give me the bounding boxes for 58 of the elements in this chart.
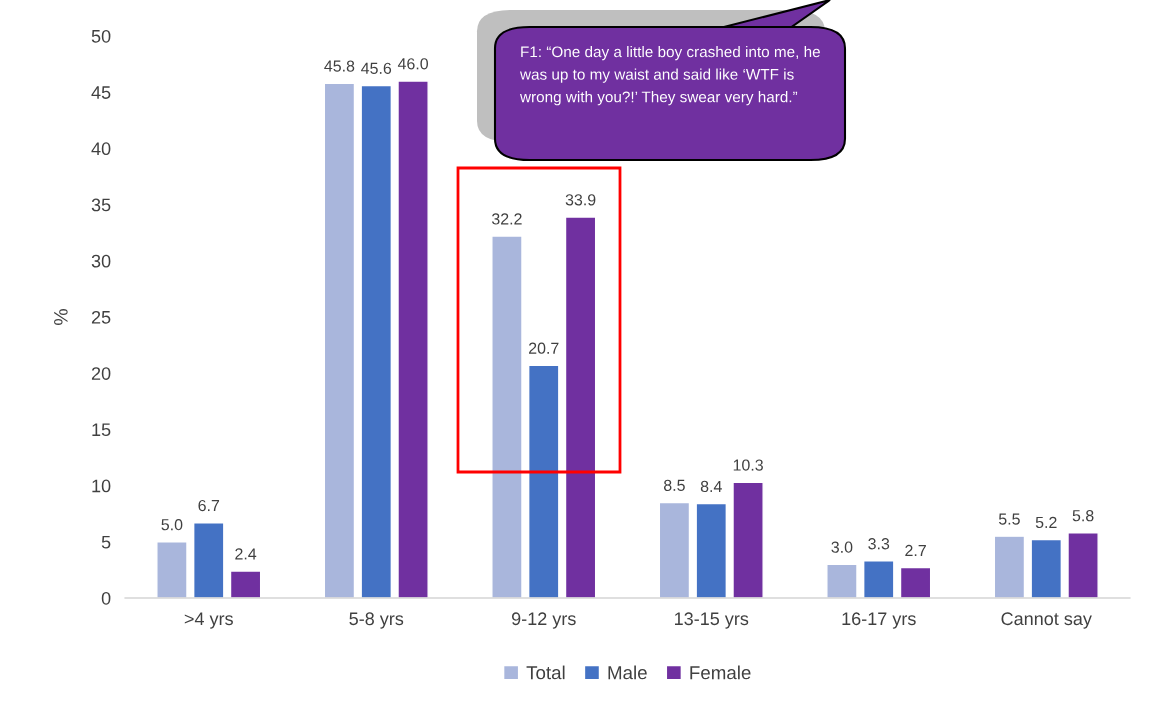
bar <box>491 235 523 598</box>
x-tick-label: 13-15 yrs <box>675 612 749 629</box>
data-label: 8.5 <box>663 479 685 491</box>
bar <box>1067 532 1099 598</box>
data-label: 32.2 <box>491 213 522 225</box>
legend-label: Female <box>690 665 751 680</box>
y-tick-label: 25 <box>91 310 111 324</box>
data-label: 5.5 <box>998 513 1020 525</box>
data-label: 20.7 <box>529 342 559 354</box>
bar <box>826 563 858 598</box>
y-tick-label: 40 <box>91 142 111 156</box>
y-tick-label: 5 <box>101 535 111 549</box>
bar <box>192 521 225 598</box>
bar <box>323 82 356 598</box>
data-label: 3.0 <box>831 541 853 553</box>
bar <box>1030 538 1063 598</box>
x-tick-label: >4 yrs <box>184 612 233 629</box>
x-tick-label: 5-8 yrs <box>349 612 404 629</box>
y-tick-label: 20 <box>91 367 111 380</box>
bar <box>229 570 262 598</box>
y-tick-label: 10 <box>92 479 111 493</box>
data-label: 5.2 <box>1035 516 1057 529</box>
y-axis-title: % <box>54 309 68 325</box>
bar <box>993 535 1026 598</box>
bar <box>732 481 764 598</box>
data-label: 33.9 <box>565 194 596 206</box>
data-label: 6.7 <box>198 499 220 512</box>
legend-label: Total <box>526 665 565 680</box>
bar <box>397 80 429 598</box>
bar <box>156 541 188 598</box>
data-label: 2.4 <box>235 548 257 560</box>
data-label: 2.7 <box>905 544 926 556</box>
bar <box>862 560 895 598</box>
data-label: 45.8 <box>324 60 355 72</box>
data-label: 5.8 <box>1072 510 1094 522</box>
data-label: 46.0 <box>397 58 429 70</box>
data-label: 8.4 <box>700 480 722 493</box>
data-label: 45.6 <box>361 62 392 74</box>
bar <box>527 364 560 598</box>
bar <box>695 502 728 598</box>
bar <box>564 216 597 598</box>
x-tick-label: 16-17 yrs <box>842 612 916 629</box>
y-tick-label: 0 <box>101 591 111 605</box>
data-label: 10.3 <box>733 459 763 471</box>
bar <box>360 84 393 598</box>
y-tick-label: 15 <box>92 423 111 437</box>
annotation: F1: “One day a little boy crashed into me, he was up to my waist and said like ‘WTF is wrong with you?!’ They swear very hard.” <box>519 46 820 106</box>
data-label: 3.3 <box>868 538 890 550</box>
y-tick-label: 50 <box>91 29 111 43</box>
bar <box>899 566 932 598</box>
y-tick-label: 35 <box>91 198 111 212</box>
x-tick-label: Cannot say <box>1001 612 1092 629</box>
y-tick-label: 45 <box>91 86 111 99</box>
y-tick-label: 30 <box>91 254 111 268</box>
x-tick-label: 9-12 yrs <box>511 612 576 629</box>
bar <box>658 501 691 598</box>
legend-label: Male <box>608 665 647 680</box>
data-label: 5.0 <box>161 519 183 531</box>
